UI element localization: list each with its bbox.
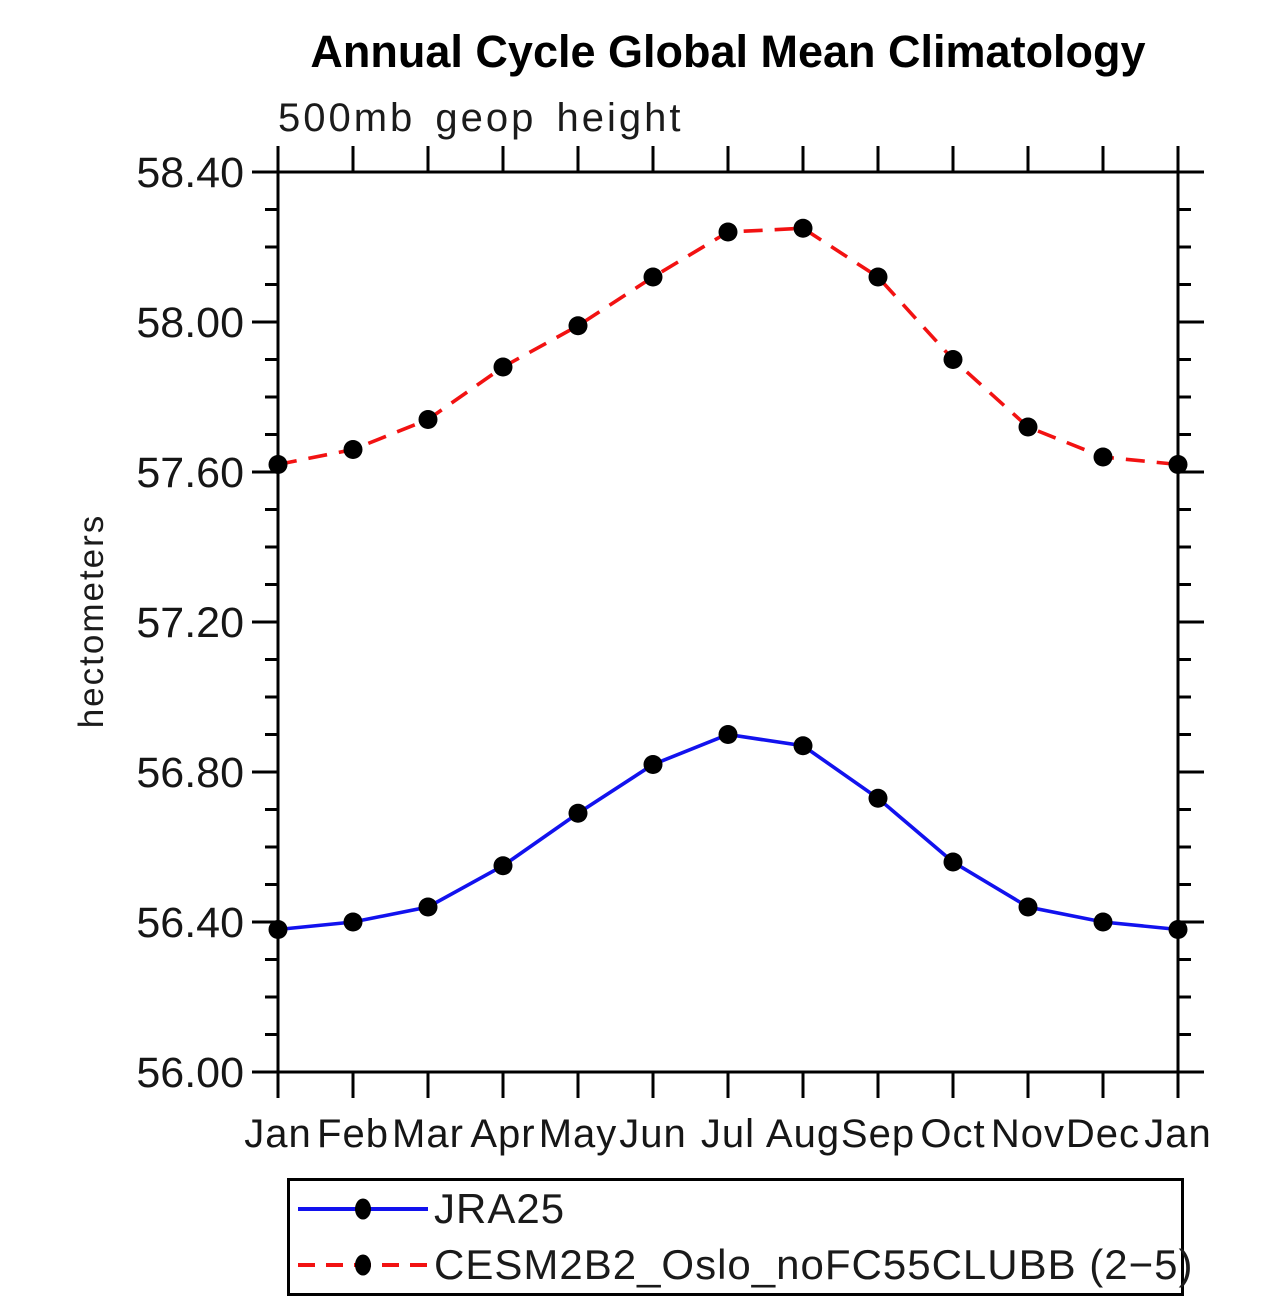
legend-sample-solid-line (298, 1198, 428, 1220)
x-tick-label: Apr (470, 1112, 535, 1156)
x-tick-label: Jan (1144, 1112, 1212, 1156)
x-tick-label: Nov (991, 1112, 1065, 1156)
data-point-CESM2B2_Oslo_noFC55CLUBB (2−5)-Jun-5 (643, 267, 663, 287)
data-point-CESM2B2_Oslo_noFC55CLUBB (2−5)-Nov-10 (1018, 417, 1038, 437)
data-point-CESM2B2_Oslo_noFC55CLUBB (2−5)-May-4 (568, 316, 588, 336)
data-point-CESM2B2_Oslo_noFC55CLUBB (2−5)-Sep-8 (868, 267, 888, 287)
x-tick-label: Sep (841, 1112, 915, 1156)
data-point-CESM2B2_Oslo_noFC55CLUBB (2−5)-Aug-7 (793, 218, 813, 238)
data-point-CESM2B2_Oslo_noFC55CLUBB (2−5)-Jul-6 (718, 222, 738, 242)
data-point-CESM2B2_Oslo_noFC55CLUBB (2−5)-Feb-1 (343, 440, 363, 459)
y-tick-label: 56.40 (136, 899, 244, 947)
legend-marker-dot-icon (355, 1198, 371, 1220)
data-point-CESM2B2_Oslo_noFC55CLUBB (2−5)-Jan-12 (1168, 455, 1188, 474)
x-tick-label: Jul (701, 1112, 755, 1156)
series-line-CESM2B2_Oslo_noFC55CLUBB (2−5) (277, 226, 1179, 467)
legend-box: JRA25 CESM2B2_Oslo_noFC55CLUBB (2−5) (287, 1178, 1193, 1296)
data-point-JRA25-Apr-3 (493, 856, 513, 876)
data-point-JRA25-Mar-2 (418, 897, 438, 917)
chart-title: Annual Cycle Global Mean Climatology (310, 26, 1146, 77)
data-point-CESM2B2_Oslo_noFC55CLUBB (2−5)-Apr-3 (493, 357, 513, 377)
legend-item-cesm2b2: CESM2B2_Oslo_noFC55CLUBB (2−5) (290, 1237, 1193, 1293)
chart-subtitle: 500mb geop height (278, 96, 684, 140)
data-point-JRA25-Feb-1 (343, 912, 363, 932)
data-point-JRA25-May-4 (568, 803, 588, 823)
data-point-JRA25-Nov-10 (1018, 897, 1038, 917)
x-tick-label: Dec (1066, 1112, 1140, 1156)
y-tick-label: 58.40 (136, 149, 244, 197)
legend-label-cesm2b2: CESM2B2_Oslo_noFC55CLUBB (2−5) (434, 1241, 1194, 1288)
data-point-JRA25-Jun-5 (643, 755, 663, 774)
x-tick-label: Feb (317, 1112, 389, 1156)
data-point-CESM2B2_Oslo_noFC55CLUBB (2−5)-Mar-2 (418, 410, 438, 429)
series-line-JRA25 (277, 732, 1179, 932)
data-point-CESM2B2_Oslo_noFC55CLUBB (2−5)-Jan-0 (268, 455, 288, 474)
legend-label-jra25: JRA25 (434, 1185, 566, 1232)
y-tick-label: 56.00 (136, 1049, 244, 1097)
data-point-JRA25-Aug-7 (793, 736, 813, 756)
data-point-CESM2B2_Oslo_noFC55CLUBB (2−5)-Dec-11 (1093, 447, 1113, 467)
x-tick-label: Jan (244, 1112, 312, 1156)
x-tick-label: Aug (766, 1112, 840, 1156)
data-point-JRA25-Jul-6 (718, 725, 738, 744)
data-point-JRA25-Jan-12 (1168, 920, 1188, 939)
x-tick-label: May (539, 1112, 618, 1156)
y-tick-label: 58.00 (136, 299, 244, 347)
plot-frame (276, 170, 1180, 1074)
legend-sample-dashed-line (298, 1254, 428, 1276)
data-point-CESM2B2_Oslo_noFC55CLUBB (2−5)-Oct-9 (943, 350, 963, 369)
data-point-JRA25-Oct-9 (943, 852, 963, 872)
legend-item-jra25: JRA25 (290, 1181, 1181, 1237)
y-tick-label: 57.60 (136, 449, 244, 497)
data-point-JRA25-Sep-8 (868, 788, 888, 808)
y-tick-label: 56.80 (136, 749, 244, 797)
y-tick-label: 57.20 (136, 599, 244, 647)
data-point-JRA25-Jan-0 (268, 920, 288, 939)
data-point-JRA25-Dec-11 (1093, 912, 1113, 932)
x-tick-label: Mar (392, 1112, 464, 1156)
x-tick-label: Oct (920, 1112, 985, 1156)
legend-marker-dot-icon (355, 1254, 371, 1276)
x-tick-label: Jun (619, 1112, 687, 1156)
